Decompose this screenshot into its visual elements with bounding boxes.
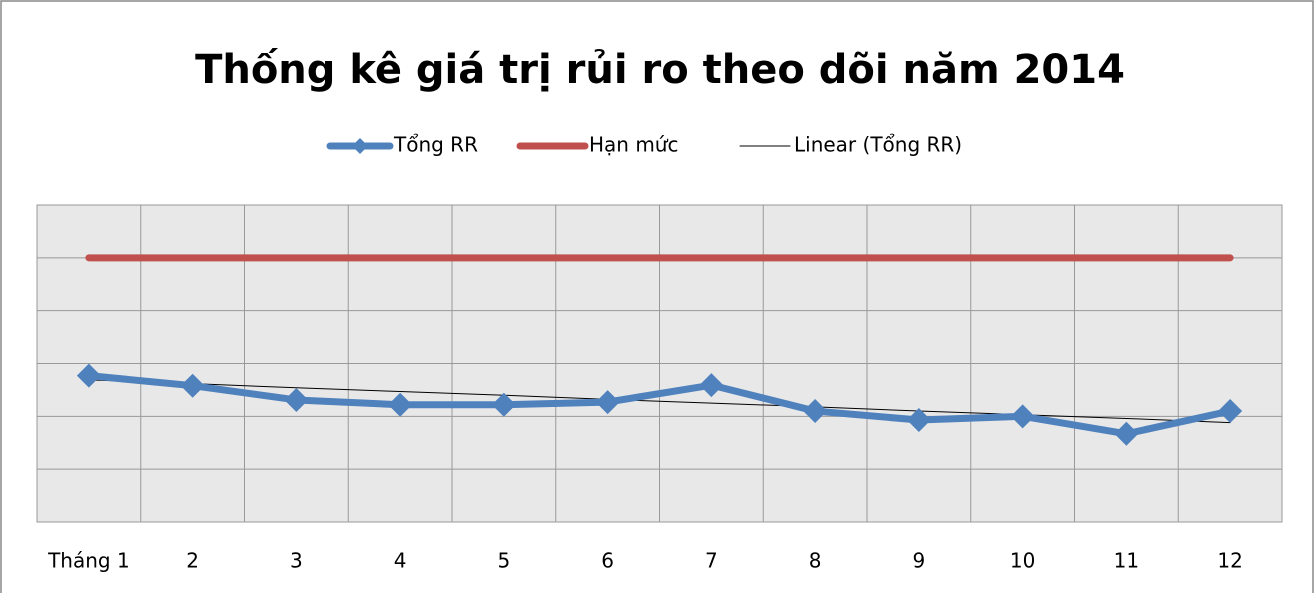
x-tick-label: 6 (601, 549, 614, 573)
marker (699, 373, 724, 398)
x-tick-label: 10 (1010, 549, 1035, 573)
x-tick-label: Tháng 1 (47, 549, 130, 573)
series-line (85, 372, 1234, 438)
marker (388, 392, 413, 417)
marker (491, 392, 516, 417)
x-tick-label: 3 (290, 549, 303, 573)
legend-label: Linear (Tổng RR) (794, 133, 962, 157)
marker (595, 390, 620, 415)
marker (180, 373, 205, 398)
x-tick-label: 5 (498, 549, 511, 573)
chart-title: Thống kê giá trị rủi ro theo dõi năm 201… (195, 47, 1125, 93)
marker (1218, 399, 1243, 424)
x-tick-label: 8 (809, 549, 822, 573)
legend-label: Hạn mức (589, 133, 678, 157)
legend-label: Tổng RR (393, 133, 478, 157)
x-tick-label: 12 (1217, 549, 1242, 573)
x-tick-label: 4 (394, 549, 407, 573)
x-tick-label: 7 (705, 549, 718, 573)
marker (1010, 404, 1035, 429)
series-line (88, 379, 1231, 424)
marker (76, 363, 101, 388)
legend-marker (352, 138, 368, 154)
marker (803, 399, 828, 424)
x-tick-label: 2 (186, 549, 199, 573)
marker (284, 387, 309, 412)
x-tick-label: 9 (913, 549, 926, 573)
marker (1114, 421, 1139, 446)
x-tick-label: 11 (1114, 549, 1139, 573)
marker (906, 408, 931, 433)
